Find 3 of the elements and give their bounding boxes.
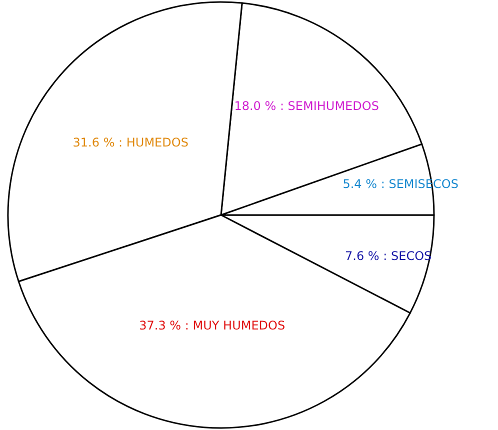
slice-label: 37.3 % : MUY HUMEDOS <box>139 318 286 332</box>
slice-label: 18.0 % : SEMIHUMEDOS <box>234 98 379 113</box>
slice-label: 31.6 % : HUMEDOS <box>72 135 188 150</box>
